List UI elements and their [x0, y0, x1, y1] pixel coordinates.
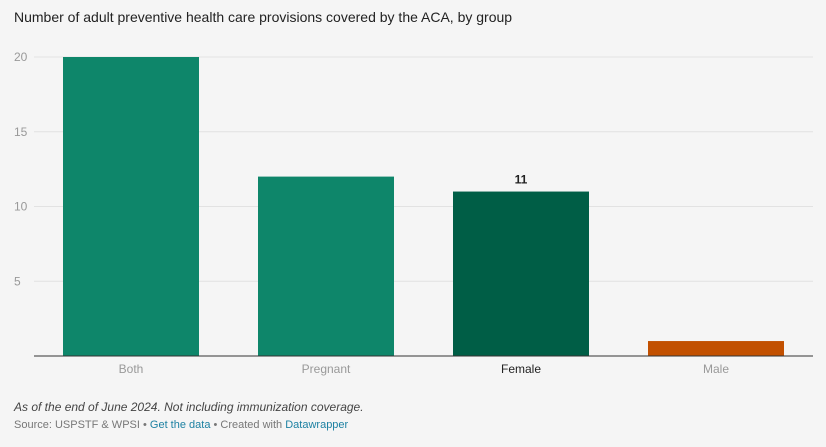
y-axis-ticks: 5 10 15 20	[14, 50, 28, 288]
y-tick-label-10: 10	[14, 200, 28, 214]
x-tick-label-male: Male	[703, 362, 729, 376]
data-labels: 11	[515, 173, 528, 187]
chart-title: Number of adult preventive health care p…	[14, 9, 513, 25]
x-tick-label-female: Female	[501, 362, 541, 376]
datawrapper-link[interactable]: Datawrapper	[285, 419, 349, 431]
chart-notes: As of the end of June 2024. Not includin…	[14, 400, 364, 414]
bars	[63, 57, 784, 356]
source-text: Source: USPSTF & WPSI •	[14, 419, 147, 431]
y-tick-label-5: 5	[14, 274, 21, 288]
bar-both	[63, 57, 199, 356]
x-tick-label-both: Both	[119, 362, 144, 376]
chart-source-line: Source: USPSTF & WPSI • Get the data • C…	[14, 419, 348, 431]
created-with-text: • Created with	[213, 419, 283, 431]
bar-chart: 5 10 15 20 Both Pregnant Female Male 11	[14, 50, 813, 376]
x-tick-label-pregnant: Pregnant	[302, 362, 351, 376]
x-axis-labels: Both Pregnant Female Male	[119, 362, 730, 376]
bar-male	[648, 341, 784, 356]
bar-female	[453, 191, 589, 356]
y-tick-label-15: 15	[14, 125, 28, 139]
bar-pregnant	[258, 176, 394, 356]
y-tick-label-20: 20	[14, 50, 28, 64]
get-the-data-link[interactable]: Get the data	[149, 419, 211, 431]
data-label-female: 11	[515, 173, 528, 187]
